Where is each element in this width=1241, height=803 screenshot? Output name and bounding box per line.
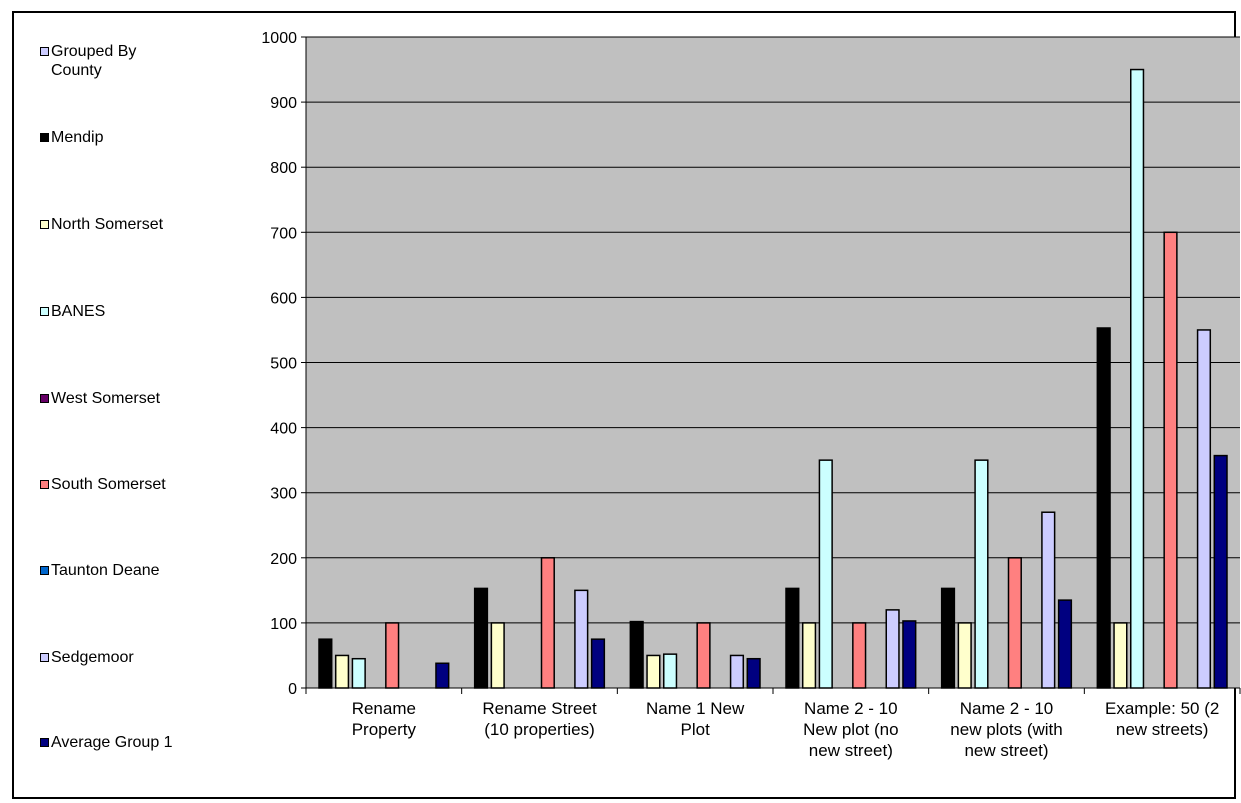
- y-tick-label: 200: [270, 551, 297, 568]
- y-tick-label: 600: [270, 290, 297, 307]
- legend-label: West Somerset: [51, 390, 161, 407]
- bar-north-somerset: [646, 654, 661, 689]
- bar-north-somerset: [334, 654, 350, 689]
- y-tick-label: 100: [270, 616, 297, 633]
- bar-sedgemoor: [885, 609, 900, 689]
- bar-mendip: [785, 587, 800, 689]
- y-tick-label: 700: [270, 225, 297, 242]
- legend-item: Mendip: [40, 128, 103, 147]
- x-category-label: new street): [964, 741, 1048, 760]
- bar-banes: [974, 459, 989, 689]
- y-tick-label: 0: [288, 681, 297, 698]
- bar-sedgemoor: [729, 654, 745, 689]
- legend-label: Taunton Deane: [51, 562, 160, 579]
- bar-mendip: [1096, 327, 1111, 689]
- y-tick-label: 400: [270, 421, 297, 438]
- legend-label: Grouped By County: [51, 43, 137, 79]
- bar-south-somerset: [1163, 231, 1178, 689]
- legend-item: West Somerset: [40, 389, 160, 408]
- bar-south-somerset: [385, 622, 400, 689]
- bar-south-somerset: [540, 557, 555, 689]
- bar-south-somerset: [1007, 557, 1022, 689]
- legend-swatch: [40, 738, 49, 747]
- x-category-label: new streets): [1116, 720, 1209, 739]
- x-category-label: new plots (with: [950, 720, 1062, 739]
- bar-banes: [351, 657, 366, 689]
- bar-average-group-1: [590, 638, 606, 689]
- legend-item: Taunton Deane: [40, 561, 160, 580]
- y-tick-label: 1000: [261, 30, 297, 47]
- x-category-label: Plot: [681, 720, 711, 739]
- bar-banes: [818, 459, 833, 689]
- legend-swatch: [40, 566, 49, 575]
- bar-sedgemoor: [1041, 511, 1056, 689]
- bar-banes: [1130, 68, 1145, 689]
- x-category-label: Property: [352, 720, 417, 739]
- bar-average-group-1: [435, 662, 450, 689]
- bar-sedgemoor: [1196, 329, 1212, 689]
- x-category-label: Name 2 - 10: [960, 699, 1054, 718]
- legend-label: BANES: [51, 303, 106, 320]
- legend-item: South Somerset: [40, 475, 166, 494]
- x-category-label: Example: 50 (2: [1105, 699, 1219, 718]
- bar-mendip: [629, 620, 644, 689]
- legend-swatch: [40, 220, 49, 229]
- bar-mendip: [940, 587, 956, 689]
- legend-label: Mendip: [51, 129, 104, 146]
- legend-swatch: [40, 307, 49, 316]
- x-category-label: (10 properties): [484, 720, 595, 739]
- bar-north-somerset: [1113, 622, 1128, 689]
- bar-banes: [663, 653, 678, 689]
- bar-average-group-1: [746, 657, 761, 689]
- legend-item: Grouped By County: [40, 42, 136, 80]
- x-category-label: New plot (no: [803, 720, 898, 739]
- legend-label: Average Group 1: [51, 734, 173, 751]
- legend-item: Sedgemoor: [40, 648, 134, 667]
- bar-mendip: [318, 638, 333, 689]
- bar-average-group-1: [1057, 599, 1073, 689]
- y-tick-label: 500: [270, 356, 297, 373]
- bar-south-somerset: [852, 622, 867, 689]
- x-category-label: Rename Street: [482, 699, 597, 718]
- x-category-label: Name 1 New: [646, 699, 745, 718]
- bar-south-somerset: [696, 622, 711, 689]
- x-category-label: Name 2 - 10: [804, 699, 898, 718]
- y-tick-label: 800: [270, 160, 297, 177]
- bar-north-somerset: [801, 622, 817, 689]
- legend-item: Average Group 1: [40, 733, 173, 752]
- legend-item: North Somerset: [40, 215, 163, 234]
- legend-label: South Somerset: [51, 476, 166, 493]
- legend-item: BANES: [40, 302, 105, 321]
- legend-swatch: [40, 394, 49, 403]
- x-category-label: Rename: [352, 699, 416, 718]
- legend-swatch: [40, 480, 49, 489]
- legend-label: North Somerset: [51, 216, 164, 233]
- chart-legend: Grouped By County Mendip North Somerset BANE…: [40, 10, 250, 790]
- bar-average-group-1: [1213, 454, 1228, 689]
- bar-mendip: [473, 587, 489, 689]
- legend-label: Sedgemoor: [51, 649, 134, 666]
- bar-north-somerset: [957, 622, 972, 689]
- legend-swatch: [40, 47, 49, 56]
- legend-swatch: [40, 653, 49, 662]
- bar-average-group-1: [902, 620, 917, 689]
- bar-north-somerset: [490, 622, 505, 689]
- y-tick-label: 300: [270, 486, 297, 503]
- bar-sedgemoor: [574, 589, 589, 689]
- legend-swatch: [40, 133, 49, 142]
- y-tick-label: 900: [270, 95, 297, 112]
- x-category-label: new street): [809, 741, 893, 760]
